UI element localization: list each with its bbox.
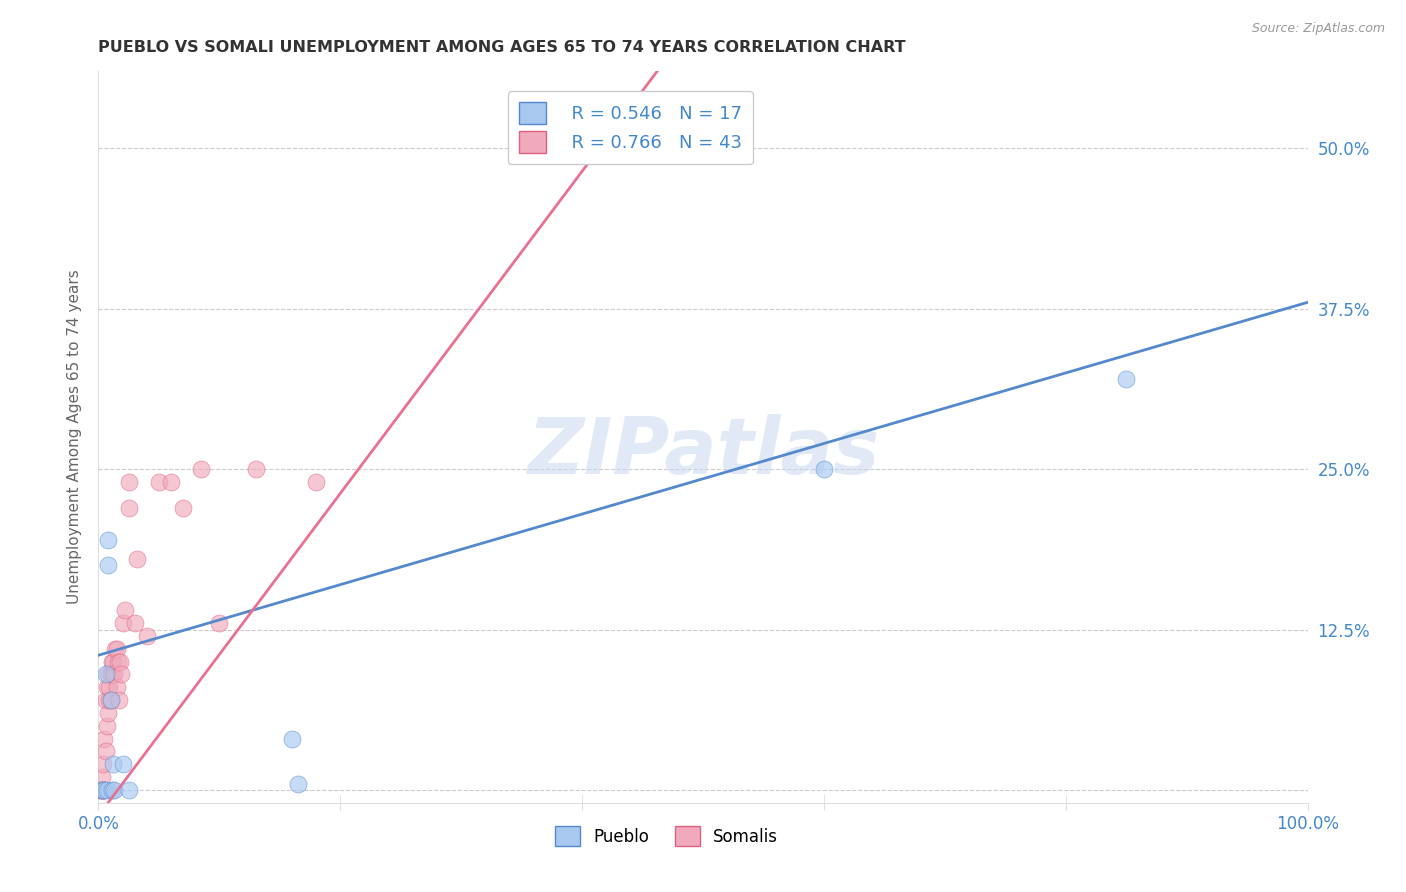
Point bbox=[105, 681, 128, 695]
Point bbox=[97, 558, 120, 573]
Point bbox=[108, 693, 131, 707]
Point bbox=[91, 783, 114, 797]
Point bbox=[91, 783, 114, 797]
Point bbox=[127, 552, 149, 566]
Point bbox=[104, 641, 127, 656]
Point bbox=[103, 783, 125, 797]
Point bbox=[172, 500, 194, 515]
Point bbox=[98, 681, 121, 695]
Point bbox=[93, 783, 115, 797]
Point bbox=[96, 783, 118, 797]
Legend: Pueblo, Somalis: Pueblo, Somalis bbox=[548, 820, 785, 853]
Point bbox=[100, 667, 122, 681]
Point bbox=[100, 693, 122, 707]
Point bbox=[98, 693, 121, 707]
Point bbox=[305, 475, 328, 489]
Point bbox=[101, 655, 124, 669]
Point bbox=[190, 462, 212, 476]
Point bbox=[93, 783, 115, 797]
Point bbox=[118, 783, 141, 797]
Point bbox=[100, 693, 122, 707]
Point bbox=[91, 783, 114, 797]
Point bbox=[111, 757, 134, 772]
Point bbox=[97, 706, 120, 720]
Point bbox=[96, 719, 118, 733]
Point bbox=[91, 783, 114, 797]
Point bbox=[813, 462, 835, 476]
Text: ZIPatlas: ZIPatlas bbox=[527, 414, 879, 490]
Point bbox=[148, 475, 170, 489]
Point bbox=[101, 667, 124, 681]
Point bbox=[114, 603, 136, 617]
Point bbox=[101, 757, 124, 772]
Point bbox=[108, 655, 131, 669]
Point bbox=[100, 655, 122, 669]
Point bbox=[97, 533, 120, 547]
Y-axis label: Unemployment Among Ages 65 to 74 years: Unemployment Among Ages 65 to 74 years bbox=[66, 269, 82, 605]
Point bbox=[135, 629, 157, 643]
Text: PUEBLO VS SOMALI UNEMPLOYMENT AMONG AGES 65 TO 74 YEARS CORRELATION CHART: PUEBLO VS SOMALI UNEMPLOYMENT AMONG AGES… bbox=[98, 40, 905, 55]
Point bbox=[91, 770, 114, 784]
Point bbox=[91, 757, 114, 772]
Point bbox=[103, 667, 125, 681]
Point bbox=[90, 783, 112, 797]
Point bbox=[105, 641, 128, 656]
Point bbox=[94, 693, 117, 707]
Point bbox=[107, 655, 129, 669]
Point bbox=[96, 681, 118, 695]
Point bbox=[245, 462, 267, 476]
Point bbox=[124, 616, 146, 631]
Point bbox=[118, 475, 141, 489]
Point bbox=[281, 731, 304, 746]
Point bbox=[94, 667, 117, 681]
Text: Source: ZipAtlas.com: Source: ZipAtlas.com bbox=[1251, 22, 1385, 36]
Point bbox=[160, 475, 183, 489]
Point bbox=[94, 744, 117, 758]
Point bbox=[208, 616, 231, 631]
Point bbox=[118, 500, 141, 515]
Point bbox=[89, 783, 111, 797]
Point bbox=[287, 776, 309, 790]
Point bbox=[100, 783, 122, 797]
Point bbox=[93, 731, 115, 746]
Point bbox=[1115, 372, 1137, 386]
Point bbox=[97, 667, 120, 681]
Point bbox=[110, 667, 132, 681]
Point bbox=[111, 616, 134, 631]
